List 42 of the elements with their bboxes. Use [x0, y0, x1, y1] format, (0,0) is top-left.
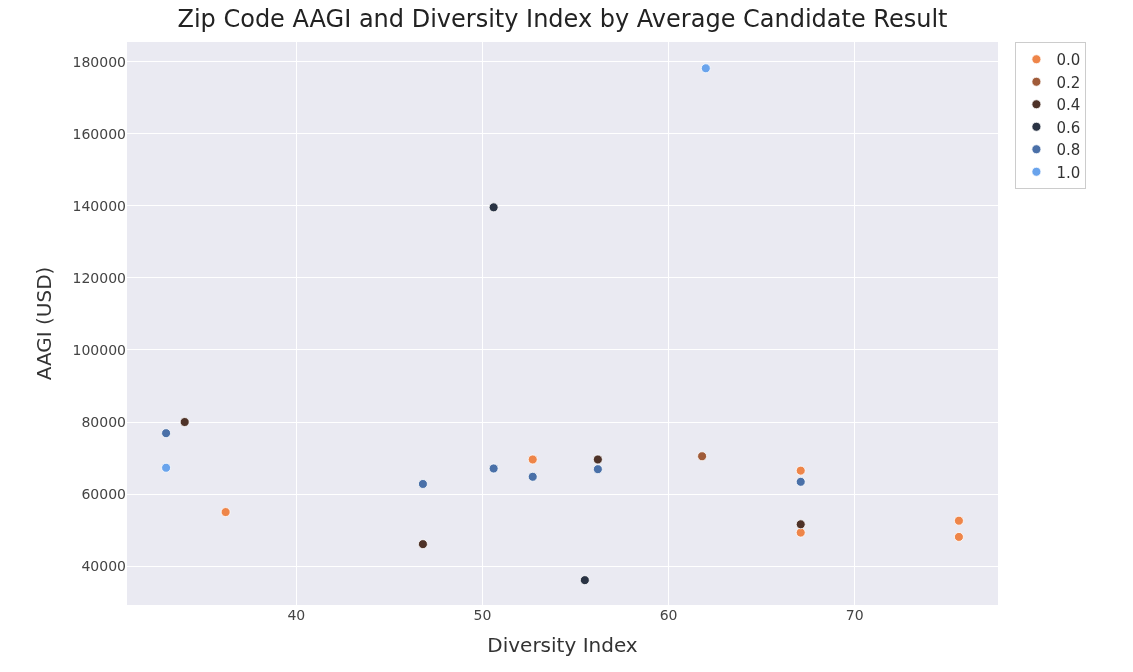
point: [795, 527, 806, 538]
y-tick-label: 60000: [81, 485, 126, 502]
legend-label: 0.4: [1056, 96, 1081, 115]
point: [700, 63, 711, 74]
y-tick-label: 100000: [72, 341, 126, 358]
y-tick-label: 140000: [72, 197, 126, 214]
x-tick-label: 40: [287, 607, 306, 623]
legend-label: 0.6: [1056, 118, 1081, 137]
x-tick-label: 70: [845, 607, 864, 623]
point: [527, 471, 538, 482]
legend-label: 1.0: [1056, 163, 1081, 182]
legend-label: 0.2: [1056, 73, 1081, 92]
y-tick-label: 160000: [72, 125, 126, 142]
point: [592, 454, 603, 465]
point: [527, 454, 538, 465]
point: [179, 417, 190, 427]
point: [954, 515, 964, 526]
point: [220, 507, 231, 517]
legend-label: 0.0: [1056, 51, 1081, 70]
y-tick-label: 80000: [81, 413, 126, 430]
point: [579, 575, 590, 586]
point: [161, 428, 171, 439]
point: [418, 479, 428, 489]
point: [697, 451, 707, 462]
x-tick-label: 50: [473, 607, 492, 623]
point: [795, 476, 806, 487]
y-tick-label: 180000: [72, 53, 126, 70]
point: [418, 539, 428, 550]
point: [592, 464, 603, 475]
point: [954, 532, 964, 542]
point: [795, 519, 806, 530]
x-tick-label: 60: [659, 607, 678, 623]
point: [795, 465, 806, 476]
point: [488, 463, 499, 474]
x-axis-title: Diversity Index: [487, 632, 638, 657]
point: [488, 202, 499, 213]
chart-title: Zip Code AAGI and Diversity Index by Average Candidate Result: [177, 4, 948, 33]
y-axis-title: AAGI (USD): [32, 266, 57, 381]
y-tick-label: 40000: [81, 558, 126, 574]
legend-label: 0.8: [1056, 141, 1081, 160]
y-tick-label: 120000: [72, 269, 126, 286]
point: [161, 462, 171, 473]
